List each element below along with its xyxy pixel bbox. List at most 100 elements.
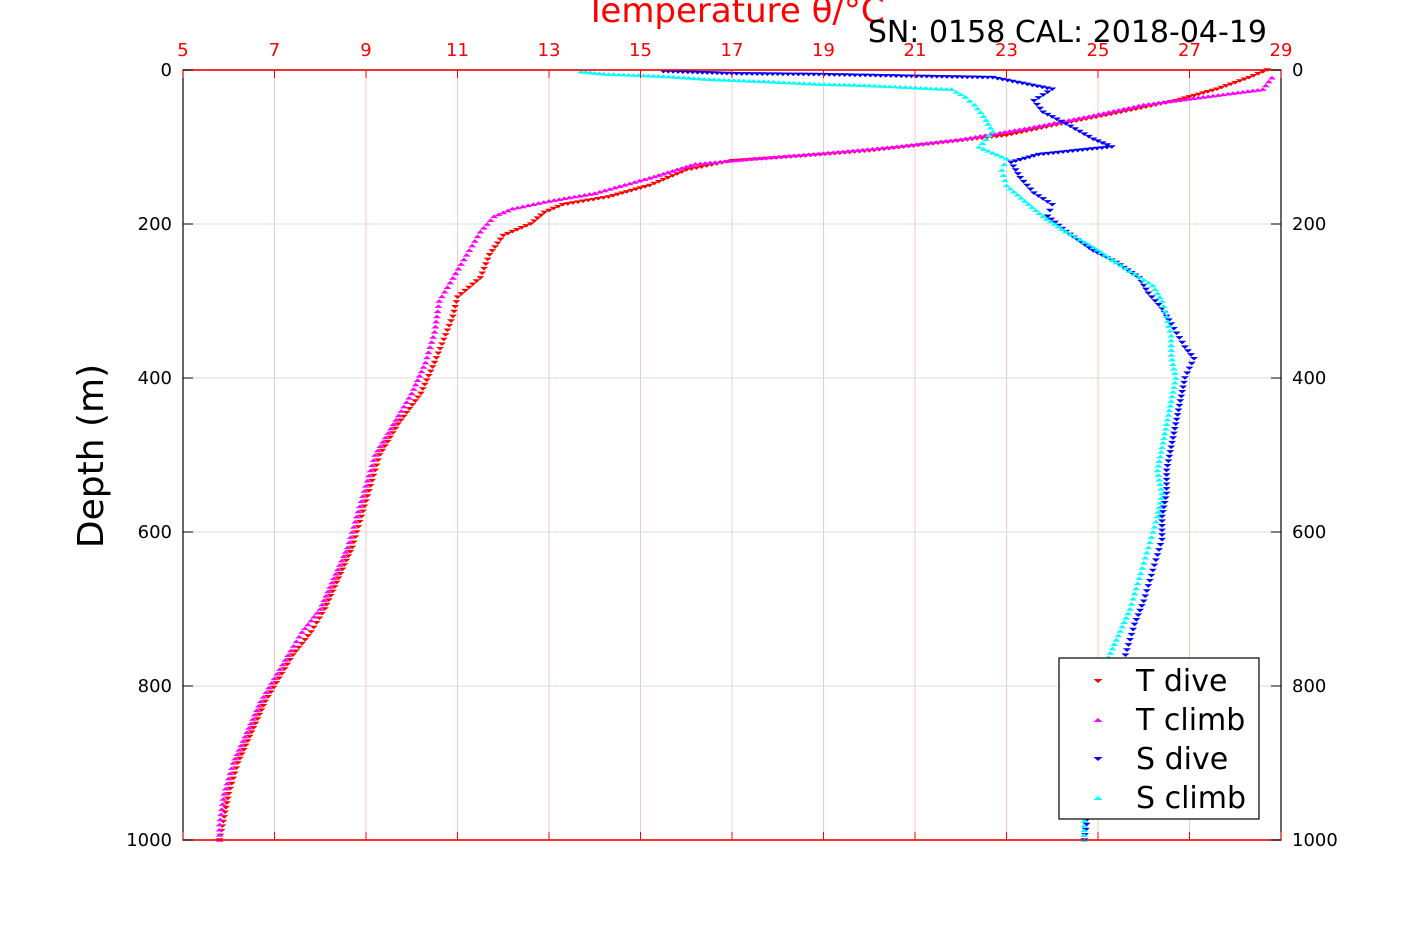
data-point — [1009, 189, 1018, 194]
data-point — [731, 158, 740, 163]
data-point — [284, 653, 293, 657]
data-point — [1174, 408, 1183, 413]
data-point — [233, 761, 242, 765]
data-point — [834, 150, 843, 154]
data-point — [1106, 651, 1115, 655]
data-point — [1164, 413, 1173, 417]
data-point — [374, 458, 383, 462]
data-point — [1164, 99, 1173, 104]
data-point — [222, 805, 231, 810]
data-point — [1126, 607, 1135, 611]
data-point — [389, 422, 398, 426]
data-point — [1189, 96, 1198, 101]
data-point — [1126, 269, 1135, 273]
data-point — [1204, 94, 1213, 99]
data-point — [1114, 633, 1123, 638]
data-point — [1145, 578, 1154, 583]
legend-marker — [1093, 678, 1103, 684]
data-point — [1159, 505, 1168, 510]
data-point — [1116, 263, 1125, 268]
data-point — [1010, 128, 1019, 133]
data-point — [595, 71, 604, 76]
data-point — [333, 567, 342, 572]
data-point — [937, 86, 946, 91]
legend-label: S dive — [1136, 742, 1228, 777]
data-point — [216, 817, 225, 822]
data-point — [349, 540, 358, 545]
data-point — [1164, 324, 1173, 328]
data-point — [346, 550, 355, 554]
data-point — [1158, 491, 1167, 496]
data-point — [224, 792, 233, 796]
data-point — [814, 72, 823, 77]
x-tick-label: 29 — [1270, 40, 1293, 61]
data-point — [1017, 130, 1026, 135]
data-point — [1167, 343, 1176, 348]
data-point — [809, 152, 818, 156]
data-point — [1139, 102, 1148, 107]
data-point — [861, 73, 870, 78]
data-point — [893, 144, 902, 149]
data-point — [453, 295, 462, 299]
data-point — [512, 227, 521, 232]
data-point — [365, 473, 374, 478]
data-point — [439, 337, 448, 342]
data-point — [1038, 85, 1047, 90]
data-point — [1114, 108, 1123, 112]
data-point — [1147, 573, 1156, 578]
data-point — [255, 712, 264, 717]
data-points — [215, 68, 1276, 842]
data-point — [1057, 119, 1066, 124]
data-point — [297, 630, 306, 634]
instrument-serial-calibration: SN: 0158 CAL: 2018-04-19 — [868, 15, 1267, 50]
data-point — [630, 180, 639, 184]
x-tick-label: 13 — [538, 40, 561, 61]
data-point — [508, 206, 517, 211]
data-point — [1167, 338, 1176, 343]
data-point — [701, 161, 710, 165]
data-point — [378, 440, 387, 444]
data-point — [855, 83, 864, 87]
data-point — [1162, 487, 1171, 491]
data-point — [386, 435, 395, 440]
data-point — [437, 342, 446, 346]
data-point — [988, 150, 997, 155]
data-point — [1180, 345, 1189, 349]
data-point — [320, 607, 329, 611]
data-point — [795, 81, 804, 85]
data-point — [1017, 196, 1026, 200]
data-point — [417, 369, 426, 374]
data-point — [446, 280, 455, 285]
data-point — [539, 200, 548, 204]
data-point — [1080, 240, 1089, 244]
data-point — [1156, 482, 1165, 487]
data-point — [1145, 540, 1154, 545]
data-point — [326, 585, 335, 589]
data-point — [748, 72, 757, 76]
data-point — [997, 154, 1006, 159]
data-point — [1253, 88, 1262, 92]
data-point — [1035, 124, 1044, 128]
data-point — [1164, 459, 1173, 463]
data-point — [585, 192, 594, 196]
y-tick-label-right: 400 — [1292, 368, 1326, 389]
data-point — [1109, 109, 1118, 113]
data-point — [243, 730, 252, 734]
data-point — [1165, 408, 1174, 413]
data-point — [830, 73, 839, 77]
data-point — [644, 73, 653, 78]
data-point — [464, 285, 473, 290]
data-point — [1025, 125, 1034, 130]
depth-axis-label: Depth (m) — [71, 364, 112, 548]
data-point — [320, 598, 329, 602]
data-point — [237, 752, 246, 756]
data-point — [1003, 78, 1012, 83]
data-point — [1166, 403, 1175, 408]
data-point — [1043, 86, 1052, 91]
data-point — [1179, 97, 1188, 102]
data-point — [1054, 224, 1063, 229]
data-point — [1175, 336, 1184, 340]
data-point — [878, 146, 887, 150]
data-point — [1173, 413, 1182, 417]
data-point — [324, 589, 333, 594]
